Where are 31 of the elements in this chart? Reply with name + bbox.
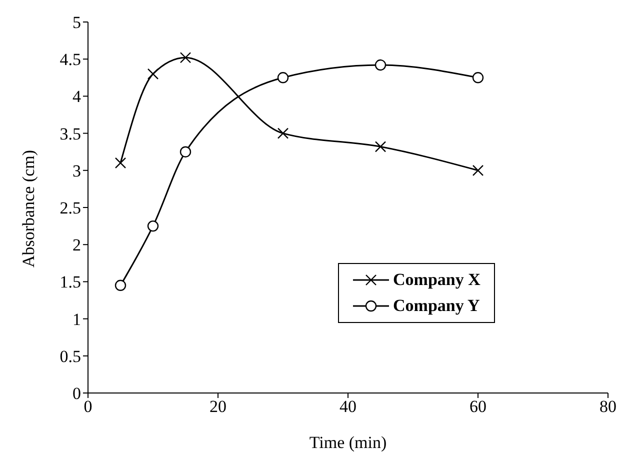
point [277, 72, 289, 84]
legend-label: Company X [393, 270, 480, 290]
legend-label: Company Y [393, 296, 480, 316]
x-axis-title: Time (min) [309, 433, 387, 452]
y-tick-label: 5 [72, 13, 81, 32]
point [180, 52, 192, 64]
point [147, 220, 159, 232]
point [374, 141, 386, 152]
point [147, 68, 159, 80]
point [180, 146, 192, 158]
x-tick-label: 80 [600, 397, 616, 416]
x-tick-label: 60 [470, 397, 486, 416]
x-tick-label: 20 [210, 397, 226, 416]
y-tick-label: 1.5 [60, 272, 81, 292]
x-tick-label: 40 [340, 397, 356, 416]
y-axis-title: Absorbance (cm) [19, 150, 38, 268]
y-tick-label: 4 [72, 87, 82, 106]
point [374, 59, 386, 71]
y-tick-label: 0 [72, 384, 81, 404]
point [114, 280, 126, 292]
y-tick-label: 0.5 [60, 346, 81, 366]
y-tick-label: 1 [72, 310, 81, 329]
y-tick-label: 3 [72, 161, 81, 180]
point [472, 72, 484, 84]
y-tick-label: 4.5 [60, 50, 81, 70]
point [472, 164, 484, 176]
y-tick-label: 3.5 [60, 124, 81, 144]
point [114, 157, 126, 169]
y-tick-label: 2.5 [60, 198, 81, 218]
y-tick-label: 2 [72, 236, 81, 255]
point [277, 128, 289, 139]
